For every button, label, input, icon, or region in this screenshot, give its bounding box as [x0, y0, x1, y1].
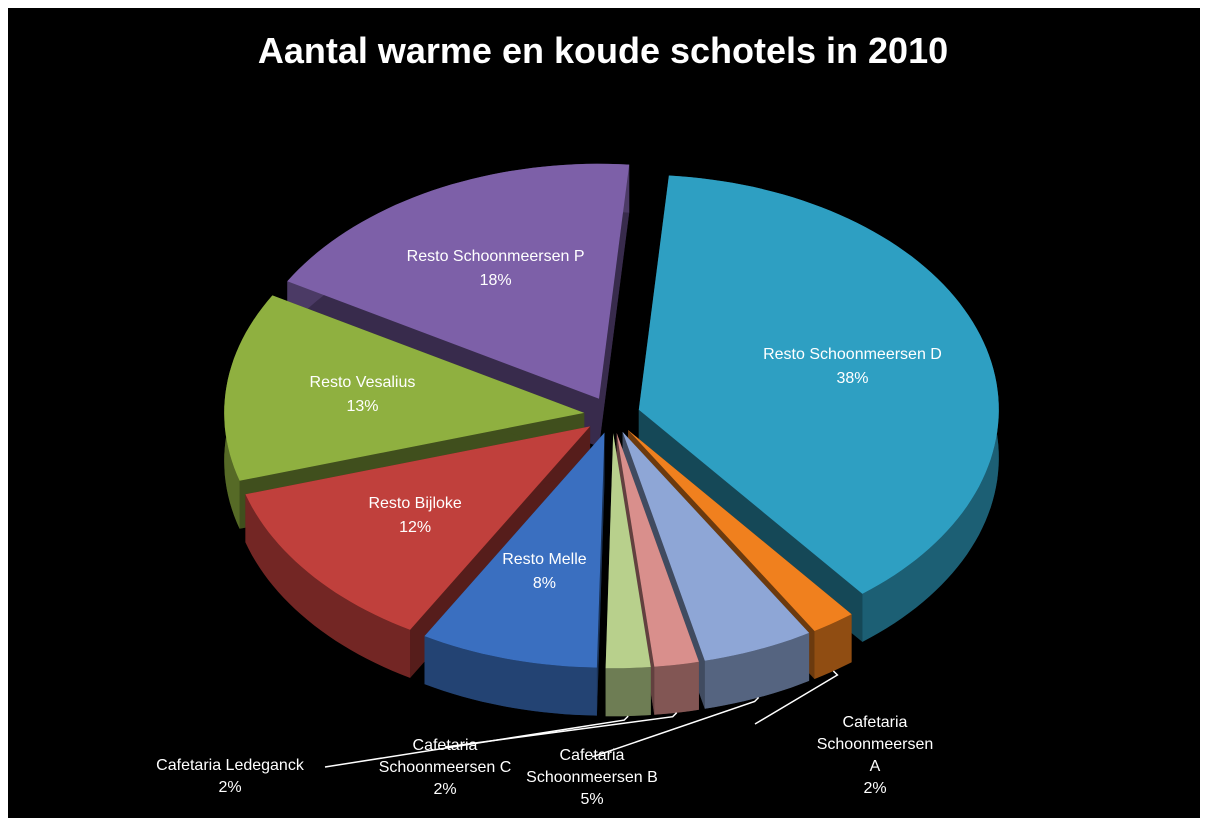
slice-label: Cafetaria Schoonmeersen C — [378, 737, 512, 776]
leader-line — [754, 670, 839, 725]
slice-wall — [704, 632, 810, 709]
slice-label: Resto Schoonmeersen D — [763, 345, 942, 363]
slice — [287, 163, 630, 399]
slice — [224, 295, 585, 481]
leader-line — [591, 696, 760, 758]
slice-value: 2% — [863, 780, 887, 797]
chart-title: Aantal warme en koude schotels in 2010 — [257, 30, 949, 71]
slice — [638, 175, 999, 594]
slice-value: 13% — [346, 398, 379, 416]
slice-value: 8% — [532, 574, 556, 592]
slice-value: 38% — [836, 369, 869, 387]
slice-label: Cafetaria Schoonmeersen A — [816, 714, 934, 775]
slice-label: Resto Vesalius — [309, 374, 416, 392]
slice-value: 12% — [399, 518, 432, 536]
slice — [605, 433, 651, 669]
slice-wall — [245, 494, 411, 678]
slice-side — [599, 164, 630, 447]
slice-label: Resto Bijloke — [368, 494, 462, 512]
slice-label: Resto Melle — [502, 550, 587, 568]
slice-value: 18% — [479, 271, 512, 289]
leader-line — [324, 715, 629, 768]
slice-wall — [605, 667, 651, 717]
slice-wall — [654, 661, 699, 715]
slice-wall — [424, 636, 597, 716]
slice — [245, 426, 591, 630]
slice-label: Cafetaria Ledeganck — [156, 757, 304, 774]
slice-wall — [814, 614, 852, 679]
slice-label: Resto Schoonmeersen P — [406, 247, 585, 265]
slice-side — [596, 432, 605, 716]
slice — [628, 430, 852, 631]
chart-background — [8, 8, 1200, 818]
slice — [622, 431, 810, 661]
slice-label: Cafetaria Schoonmeersen B — [526, 747, 658, 786]
slice-value: 2% — [433, 781, 457, 798]
slice-value: 2% — [218, 779, 242, 796]
slice-value: 5% — [580, 791, 604, 808]
slice — [424, 432, 605, 668]
slice — [616, 433, 699, 667]
